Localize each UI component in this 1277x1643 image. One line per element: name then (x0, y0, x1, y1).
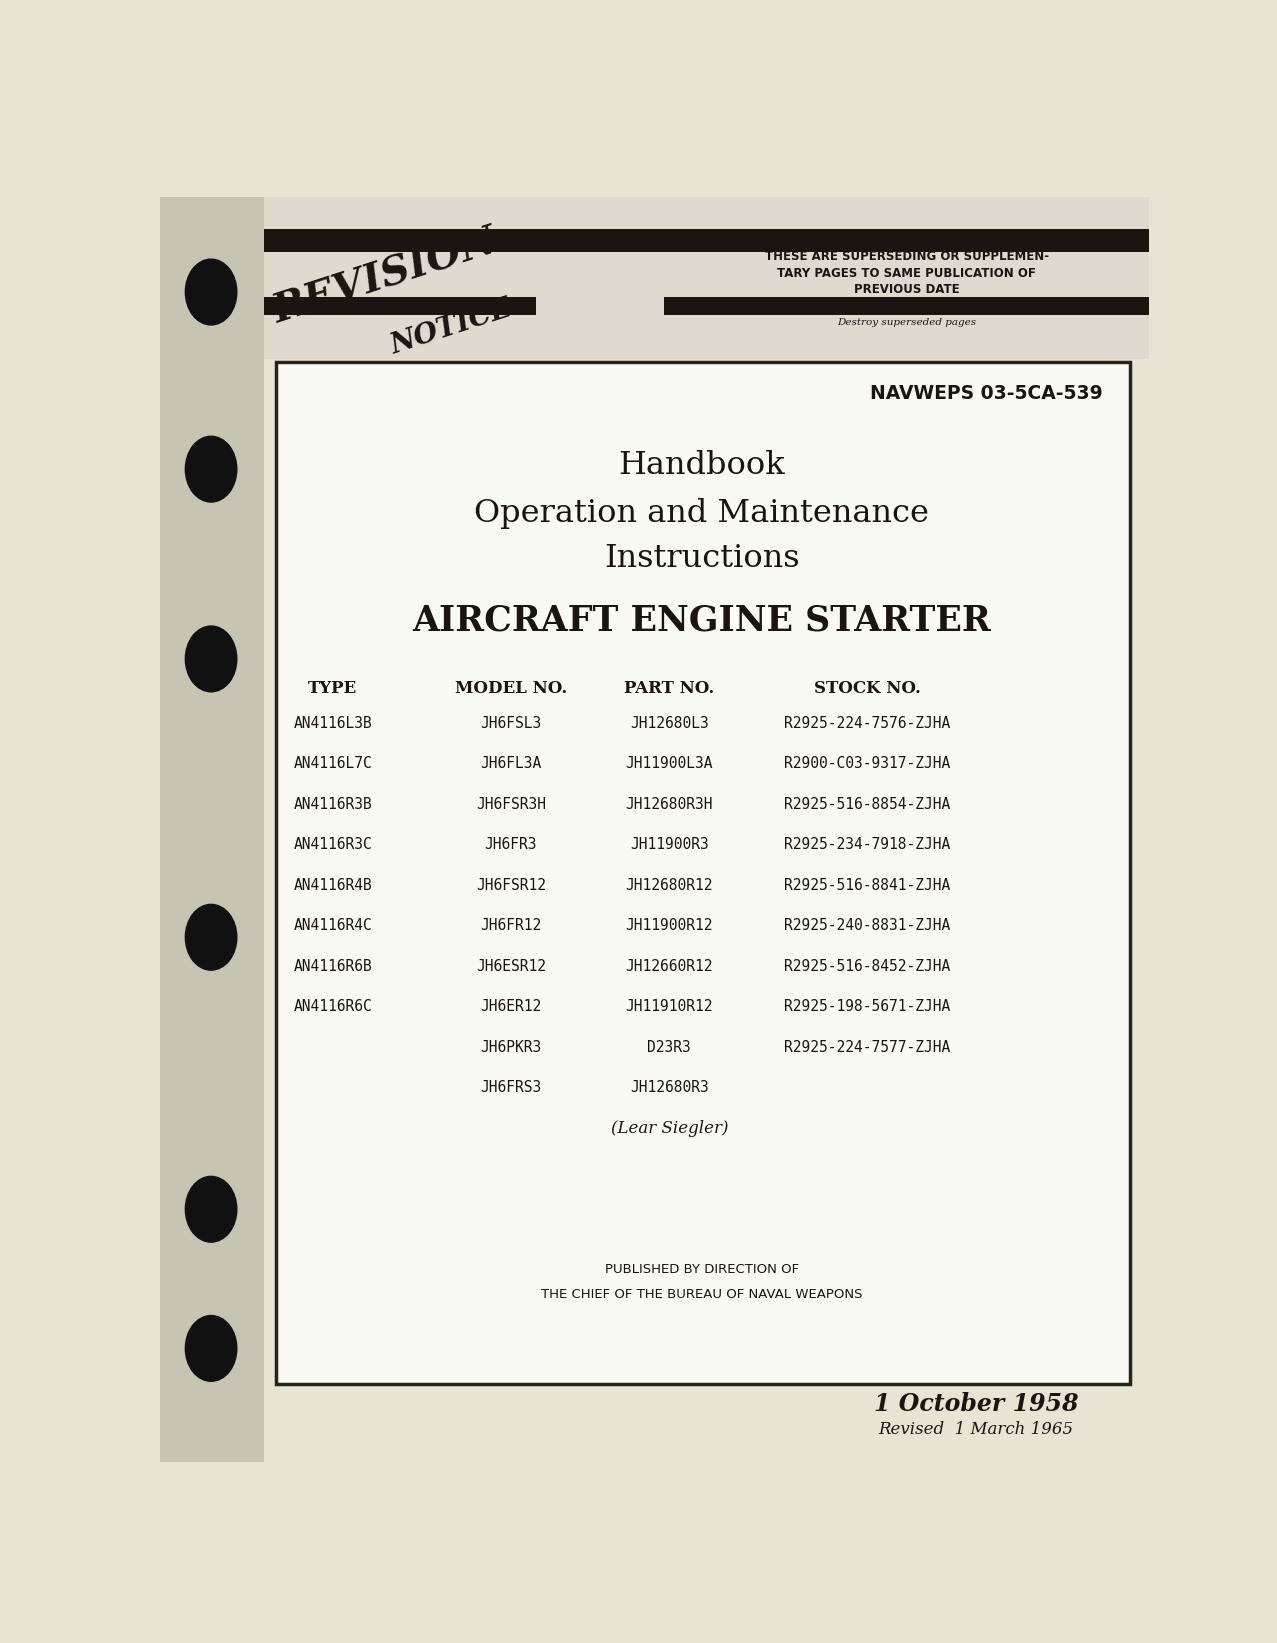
Text: D23R3: D23R3 (647, 1040, 691, 1055)
Circle shape (185, 1176, 236, 1242)
Text: JH6ER12: JH6ER12 (480, 999, 541, 1014)
Text: JH6PKR3: JH6PKR3 (480, 1040, 541, 1055)
Circle shape (185, 260, 236, 325)
Text: PUBLISHED BY DIRECTION OF: PUBLISHED BY DIRECTION OF (605, 1263, 799, 1277)
Text: R2925-516-8841-ZJHA: R2925-516-8841-ZJHA (784, 877, 950, 892)
Text: JH11900R3: JH11900R3 (630, 838, 709, 853)
Text: JH6FR12: JH6FR12 (480, 918, 541, 933)
Text: JH6FL3A: JH6FL3A (480, 756, 541, 772)
Text: JH12680L3: JH12680L3 (630, 716, 709, 731)
Circle shape (185, 904, 236, 969)
Bar (263, 297, 535, 315)
Text: R2900-C03-9317-ZJHA: R2900-C03-9317-ZJHA (784, 756, 950, 772)
Text: JH12680R3: JH12680R3 (630, 1081, 709, 1096)
Text: R2925-224-7576-ZJHA: R2925-224-7576-ZJHA (784, 716, 950, 731)
Text: THESE ARE SUPERSEDING OR SUPPLEMEN-: THESE ARE SUPERSEDING OR SUPPLEMEN- (765, 250, 1048, 263)
Text: JH6FR3: JH6FR3 (485, 838, 538, 853)
Text: REVISION: REVISION (268, 222, 502, 332)
Text: AN4116R3B: AN4116R3B (294, 797, 372, 812)
Text: Insert these pages into basic publication: Insert these pages into basic publicatio… (801, 302, 1014, 312)
Text: 1 October 1958: 1 October 1958 (873, 1392, 1078, 1416)
Text: TYPE: TYPE (308, 680, 358, 697)
Text: TARY PAGES TO SAME PUBLICATION OF: TARY PAGES TO SAME PUBLICATION OF (778, 266, 1036, 279)
Text: AN4116R6C: AN4116R6C (294, 999, 372, 1014)
Text: JH6ESR12: JH6ESR12 (476, 960, 547, 974)
Text: R2925-516-8452-ZJHA: R2925-516-8452-ZJHA (784, 960, 950, 974)
Text: Operation and Maintenance: Operation and Maintenance (475, 498, 930, 529)
Text: JH6FSL3: JH6FSL3 (480, 716, 541, 731)
Circle shape (185, 1316, 236, 1382)
Text: Instructions: Instructions (604, 544, 799, 575)
Text: JH12660R12: JH12660R12 (626, 960, 713, 974)
Bar (263, 228, 1149, 251)
Text: THE CHIEF OF THE BUREAU OF NAVAL WEAPONS: THE CHIEF OF THE BUREAU OF NAVAL WEAPONS (541, 1288, 863, 1301)
Text: R2925-198-5671-ZJHA: R2925-198-5671-ZJHA (784, 999, 950, 1014)
Text: R2925-516-8854-ZJHA: R2925-516-8854-ZJHA (784, 797, 950, 812)
Circle shape (185, 626, 236, 692)
Bar (263, 197, 1149, 360)
Text: (Lear Siegler): (Lear Siegler) (610, 1121, 728, 1137)
Text: JH11900R12: JH11900R12 (626, 918, 713, 933)
Text: JH12680R12: JH12680R12 (626, 877, 713, 892)
Text: AN4116R6B: AN4116R6B (294, 960, 372, 974)
Text: JH6FSR3H: JH6FSR3H (476, 797, 547, 812)
Text: AN4116L7C: AN4116L7C (294, 756, 372, 772)
Text: AIRCRAFT ENGINE STARTER: AIRCRAFT ENGINE STARTER (412, 605, 991, 637)
Text: JH12680R3H: JH12680R3H (626, 797, 713, 812)
Text: MODEL NO.: MODEL NO. (455, 680, 567, 697)
Text: JH6FRS3: JH6FRS3 (480, 1081, 541, 1096)
Text: JH11900L3A: JH11900L3A (626, 756, 713, 772)
Text: JH6FSR12: JH6FSR12 (476, 877, 547, 892)
Text: JH11910R12: JH11910R12 (626, 999, 713, 1014)
Text: AN4116R3C: AN4116R3C (294, 838, 372, 853)
Text: NAVWEPS 03-5CA-539: NAVWEPS 03-5CA-539 (870, 384, 1102, 403)
Bar (664, 297, 1149, 315)
Text: Handbook: Handbook (618, 450, 785, 481)
Text: R2925-234-7918-ZJHA: R2925-234-7918-ZJHA (784, 838, 950, 853)
Text: PREVIOUS DATE: PREVIOUS DATE (854, 283, 959, 296)
Text: AN4116R4B: AN4116R4B (294, 877, 372, 892)
Text: AN4116L3B: AN4116L3B (294, 716, 372, 731)
Text: NOTICE: NOTICE (387, 296, 516, 360)
Text: STOCK NO.: STOCK NO. (813, 680, 921, 697)
Text: R2925-224-7577-ZJHA: R2925-224-7577-ZJHA (784, 1040, 950, 1055)
Bar (276, 361, 1129, 1383)
Text: R2925-240-8831-ZJHA: R2925-240-8831-ZJHA (784, 918, 950, 933)
Text: PART NO.: PART NO. (624, 680, 714, 697)
Text: Destroy superseded pages: Destroy superseded pages (838, 317, 977, 327)
Text: AN4116R4C: AN4116R4C (294, 918, 372, 933)
Text: Revised  1 March 1965: Revised 1 March 1965 (879, 1421, 1074, 1438)
Circle shape (185, 437, 236, 503)
Bar (160, 197, 263, 1462)
